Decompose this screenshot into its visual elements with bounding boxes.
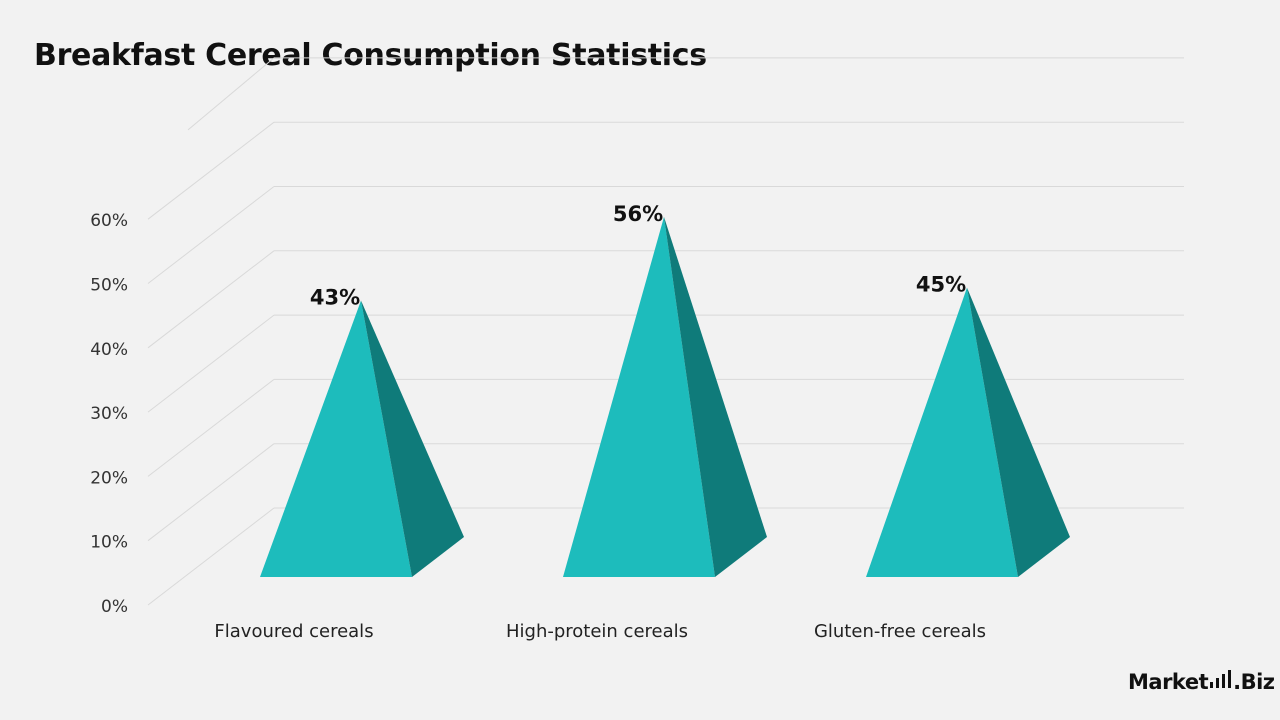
y-tick-label: 60% [90,211,128,231]
chart-title: Breakfast Cereal Consumption Statistics [34,38,707,73]
gridline-diagonal [147,250,275,349]
y-tick-label: 40% [90,340,128,360]
bar-chart-icon [1210,670,1232,688]
y-tick-label: 0% [101,597,128,617]
data-labels: 43% 56% 45% [310,202,966,310]
brand-logo: Market .Biz [1128,670,1275,694]
y-tick-label: 30% [90,404,128,424]
y-tick-label: 50% [90,276,128,296]
data-label: 45% [916,273,966,297]
data-label: 56% [613,202,663,226]
pyramid-side-face [967,287,1070,577]
brand-suffix: .Biz [1233,670,1275,694]
gridline-diagonal [187,57,275,131]
pyramid-side-face [664,216,767,578]
gridline-diagonal [147,186,275,284]
pyramid-front-face [563,216,715,578]
pyramid-front-face [260,300,412,577]
category-label: Gluten-free cereals [814,621,986,642]
y-tick-label: 20% [90,468,128,488]
data-label: 43% [310,286,360,310]
y-axis-ticks: 0% 10% 20% 30% 40% 50% 60% [90,211,128,617]
pyramid-front-face [866,287,1018,577]
pyramids [260,216,1070,578]
category-label: Flavoured cereals [214,621,373,642]
gridline-diagonal [147,121,275,220]
brand-prefix: Market [1128,670,1209,694]
gridline-diagonal [147,443,275,542]
category-label: High-protein cereals [506,621,688,642]
pyramid-side-face [361,300,464,577]
gridline-diagonal [147,507,275,606]
x-axis-labels: Flavoured cereals High-protein cereals Glu… [214,621,986,642]
y-tick-label: 10% [90,533,128,553]
gridline-diagonal [147,314,275,413]
gridline-diagonal [147,379,275,477]
